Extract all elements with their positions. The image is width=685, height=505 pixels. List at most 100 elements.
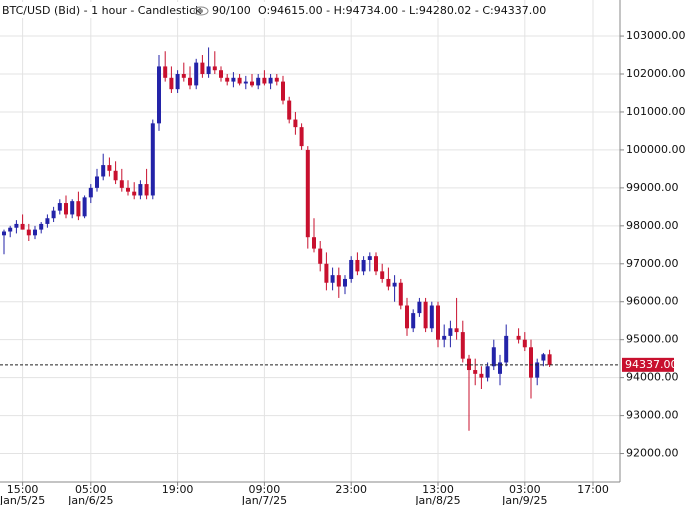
candle-body xyxy=(516,335,521,340)
candle-body xyxy=(491,347,496,367)
candle-body xyxy=(250,81,254,86)
candle-body xyxy=(144,184,149,196)
x-tick-label: 15:00 xyxy=(7,483,39,496)
candle-body xyxy=(417,301,422,314)
chart-title: BTC/USD (Bid) - 1 hour - Candlestick xyxy=(2,4,202,17)
candle-body xyxy=(454,328,459,333)
candle-body xyxy=(281,81,285,101)
x-tick-label: 05:00 xyxy=(75,483,107,496)
y-tick-label: 93000.00 xyxy=(626,409,679,422)
candle-body xyxy=(355,259,360,272)
candle-body xyxy=(436,305,440,340)
candle-body xyxy=(256,77,261,86)
ohlc-label: O:94615.00 - H:94734.00 - L:94280.02 - C… xyxy=(258,4,546,17)
candle-body xyxy=(8,227,13,232)
grid xyxy=(0,0,620,482)
candle-body xyxy=(374,256,378,272)
candle-body xyxy=(169,77,174,90)
candle-body xyxy=(82,197,87,217)
candle-body xyxy=(386,278,391,287)
candle-body xyxy=(231,77,236,82)
candle-body xyxy=(318,248,323,264)
x-date-label: Jan/5/25 xyxy=(0,494,45,505)
candle-body xyxy=(126,187,130,192)
y-tick-label: 102000.00 xyxy=(626,67,685,80)
candle-body xyxy=(293,119,298,128)
candle-body xyxy=(76,201,81,217)
last-price-box xyxy=(622,357,674,372)
eye-icon xyxy=(193,6,209,16)
candle-body xyxy=(243,81,248,84)
candle-body xyxy=(33,229,37,236)
header-bg xyxy=(0,2,520,18)
candle-body xyxy=(212,66,217,71)
candle-body xyxy=(405,305,409,329)
candle-body xyxy=(541,354,546,361)
candle-body xyxy=(88,187,93,198)
candle-body xyxy=(206,66,211,75)
candle-body xyxy=(305,149,310,238)
candle-body xyxy=(473,370,478,374)
candle-body xyxy=(380,271,385,279)
candle-body xyxy=(504,335,509,363)
candle-body xyxy=(26,229,31,236)
candle-body xyxy=(498,362,502,374)
candle-body xyxy=(132,191,137,196)
candle-body xyxy=(157,66,161,124)
candle-body xyxy=(349,259,354,279)
candles xyxy=(2,47,552,431)
candle-body xyxy=(51,210,56,219)
x-date-label: Jan/7/25 xyxy=(241,494,287,505)
candle-body xyxy=(361,259,366,272)
candle-body xyxy=(268,77,273,84)
x-tick-label: 23:00 xyxy=(335,483,367,496)
candle-body xyxy=(479,373,484,378)
candle-body xyxy=(150,123,155,196)
candle-body xyxy=(225,77,230,82)
x-tick-label: 17:00 xyxy=(577,483,609,496)
candle-body xyxy=(163,66,168,78)
candle-body xyxy=(119,180,124,188)
y-tick-label: 98000.00 xyxy=(626,219,679,232)
candle-body xyxy=(485,366,490,378)
candle-body xyxy=(57,203,62,211)
candle-body xyxy=(175,74,180,90)
candle-body xyxy=(14,223,19,228)
candle-body xyxy=(392,282,397,287)
candle-body xyxy=(200,62,205,75)
candle-body xyxy=(237,77,242,84)
candle-body xyxy=(219,70,223,78)
candle-body xyxy=(423,301,428,329)
x-date-label: Jan/8/25 xyxy=(414,494,460,505)
count-label: 90/100 xyxy=(212,4,251,17)
x-date-label: Jan/6/25 xyxy=(67,494,113,505)
candle-body xyxy=(2,231,6,236)
candle-body xyxy=(262,77,267,84)
candle-body xyxy=(20,223,25,230)
last-price-label: 94337.00 xyxy=(625,358,678,371)
y-tick-label: 101000.00 xyxy=(626,105,685,118)
candle-body xyxy=(181,74,186,78)
y-tick-label: 94000.00 xyxy=(626,371,679,384)
candle-body xyxy=(529,347,533,378)
x-tick-label: 09:00 xyxy=(249,483,281,496)
y-tick-label: 99000.00 xyxy=(626,181,679,194)
candle-body xyxy=(138,184,143,196)
candle-body xyxy=(64,203,68,215)
candle-body xyxy=(39,223,44,230)
candle-body xyxy=(113,170,118,181)
candle-body xyxy=(312,237,316,249)
candle-body xyxy=(522,339,527,348)
candle-body xyxy=(299,127,304,147)
candle-body xyxy=(429,305,434,329)
x-date-label: Jan/9/25 xyxy=(501,494,547,505)
candle-body xyxy=(367,256,372,260)
x-tick-label: 13:00 xyxy=(422,483,454,496)
candle-body xyxy=(274,77,279,82)
y-tick-label: 95000.00 xyxy=(626,333,679,346)
candle-body xyxy=(442,335,447,340)
candle-body xyxy=(336,275,341,287)
candle-body xyxy=(287,100,292,120)
